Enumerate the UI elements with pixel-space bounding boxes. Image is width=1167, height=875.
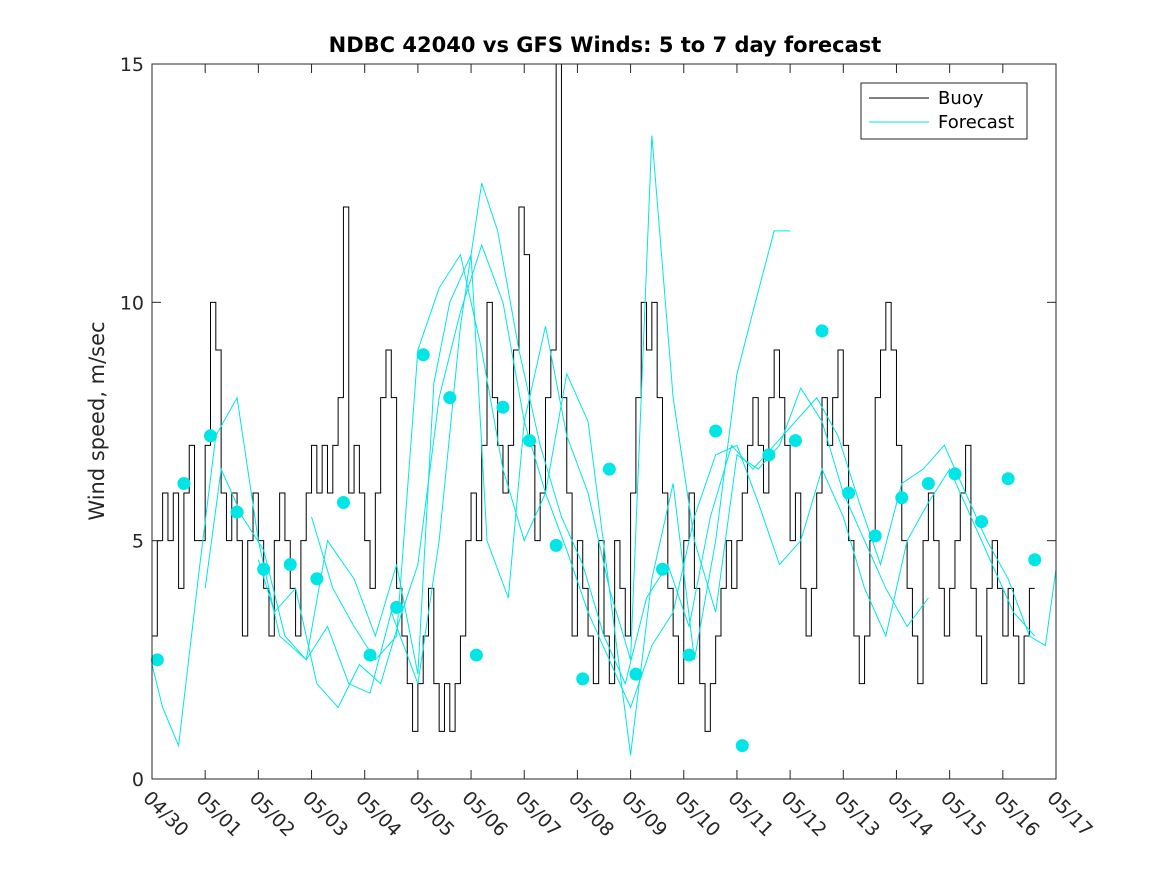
- forecast-marker: [177, 476, 191, 490]
- forecast-marker: [895, 491, 909, 505]
- y-tick-label: 5: [132, 531, 144, 553]
- series-layer: [150, 63, 1057, 756]
- forecast-marker: [150, 653, 164, 667]
- forecast-marker: [948, 467, 962, 481]
- forecast-marker: [230, 505, 244, 519]
- chart-title: NDBC 42040 vs GFS Winds: 5 to 7 day fore…: [329, 33, 882, 57]
- legend-box: [860, 82, 1028, 140]
- y-tick-label: 0: [132, 769, 144, 791]
- forecast-marker: [549, 538, 563, 552]
- forecast-line-4: [311, 135, 929, 661]
- forecast-marker: [1028, 553, 1042, 567]
- forecast-line-2: [204, 183, 1057, 694]
- forecast-marker: [762, 448, 776, 462]
- forecast-marker: [868, 529, 882, 543]
- forecast-marker: [815, 324, 829, 338]
- forecast-marker: [975, 515, 989, 529]
- forecast-marker: [390, 600, 404, 614]
- plot-area: [152, 64, 1056, 779]
- forecast-marker: [257, 562, 271, 576]
- forecast-marker: [921, 476, 935, 490]
- y-tick-label: 15: [120, 54, 144, 76]
- y-tick-label: 10: [120, 292, 144, 314]
- forecast-marker: [469, 648, 483, 662]
- axes-box: [151, 63, 1057, 780]
- legend-forecast-label: Forecast: [938, 112, 1014, 133]
- forecast-marker: [602, 462, 616, 476]
- forecast-marker: [576, 672, 590, 686]
- forecast-marker: [523, 434, 537, 448]
- legend: Buoy Forecast: [860, 82, 1028, 140]
- forecast-marker: [655, 562, 669, 576]
- forecast-marker: [842, 486, 856, 500]
- legend-buoy-label: Buoy: [938, 88, 984, 109]
- forecast-marker: [629, 667, 643, 681]
- buoy-series-line: [152, 63, 1035, 732]
- forecast-marker: [203, 429, 217, 443]
- forecast-marker: [682, 648, 696, 662]
- forecast-marker: [735, 739, 749, 753]
- forecast-marker: [416, 348, 430, 362]
- forecast-marker: [336, 496, 350, 510]
- forecast-marker: [283, 558, 297, 571]
- forecast-marker: [363, 648, 377, 662]
- forecast-marker: [443, 391, 457, 405]
- forecast-marker: [709, 424, 723, 438]
- forecast-marker: [496, 400, 510, 414]
- forecast-marker: [1001, 472, 1015, 486]
- forecast-marker: [788, 434, 802, 448]
- forecast-marker: [310, 572, 324, 586]
- y-axis-label: Wind speed, m/sec: [85, 321, 109, 520]
